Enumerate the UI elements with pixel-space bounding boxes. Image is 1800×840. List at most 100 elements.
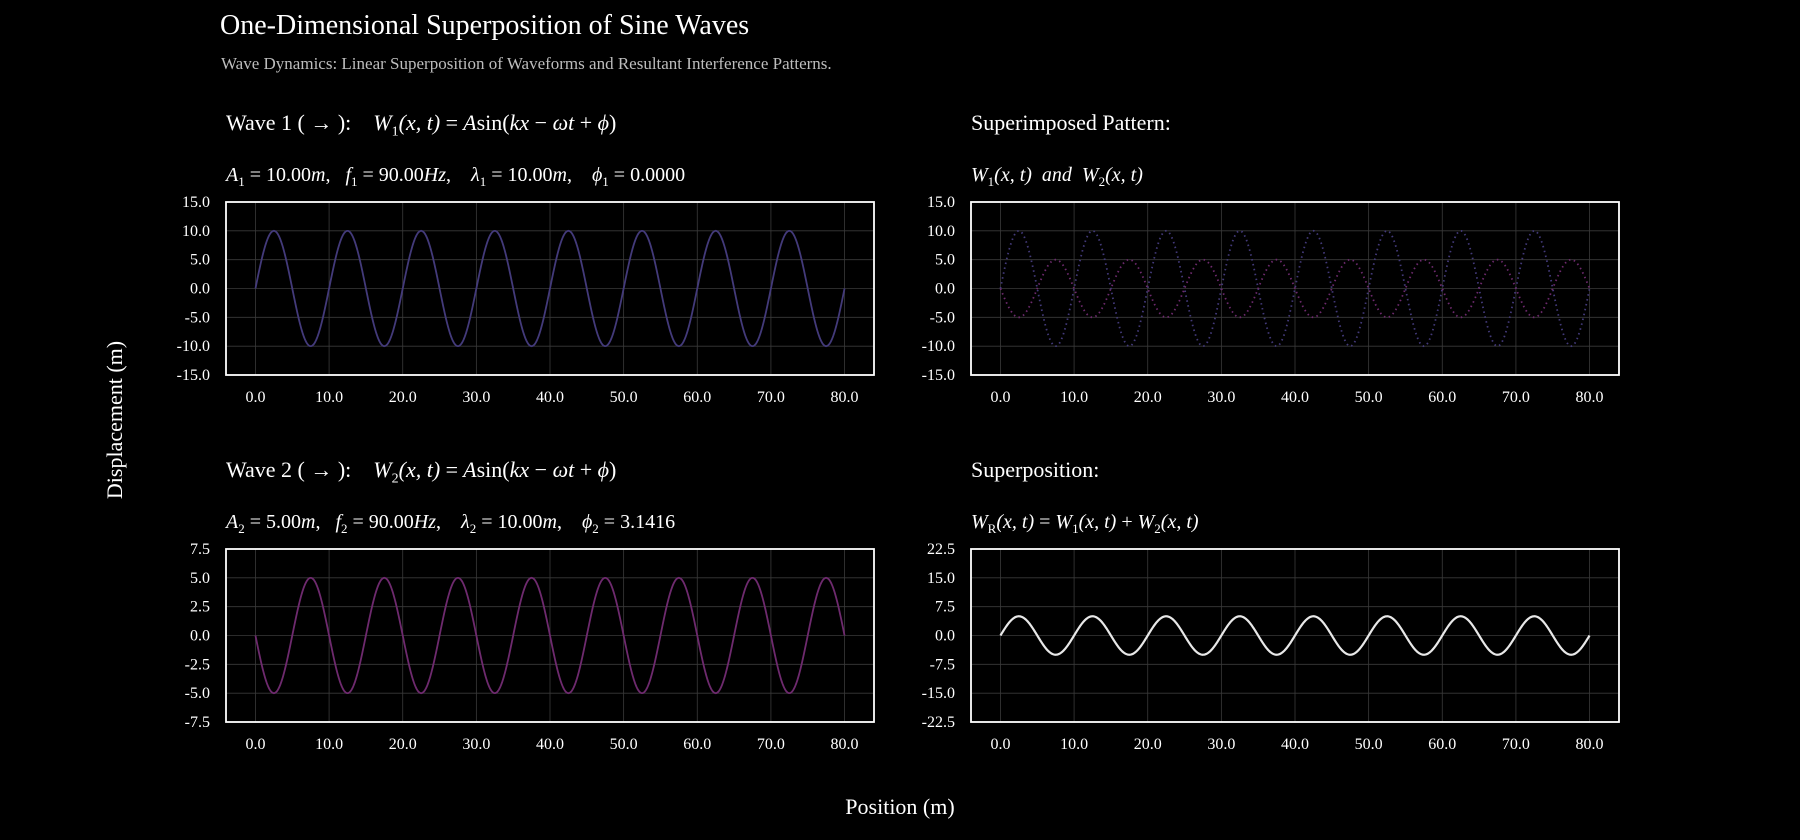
superposition-y-tick-label: 22.5 xyxy=(927,541,955,558)
wave2-wavelength-value: 10.00 xyxy=(497,511,543,533)
superposition-equation: WR(x, t) = W1(x, t) + W2(x, t) xyxy=(971,511,1199,536)
wave1-equation-line: Wave 1 ( → ): W1(x, t) = Asin(kx − ωt + … xyxy=(226,110,616,140)
superimposed-x-tick-label: 50.0 xyxy=(1355,389,1383,406)
superimposed-x-tick-label: 0.0 xyxy=(990,389,1010,406)
superimposed-x-tick-label: 30.0 xyxy=(1207,389,1235,406)
wave1-y-tick-label: 15.0 xyxy=(182,194,210,211)
figure-title: One-Dimensional Superposition of Sine Wa… xyxy=(220,10,750,41)
wave2-x-tick-label: 80.0 xyxy=(831,736,859,753)
wave2-amplitude-value: 5.00 xyxy=(266,511,301,533)
wave1-plot-frame xyxy=(225,201,875,376)
wave1-x-tick-label: 30.0 xyxy=(462,389,490,406)
wave1-phase-value: 0.0000 xyxy=(630,164,686,186)
superimposed-y-tick-label: 5.0 xyxy=(935,252,955,269)
superimposed-y-tick-label: -5.0 xyxy=(930,309,955,326)
wave2-x-tick-label: 60.0 xyxy=(683,736,711,753)
wave2-phase-value: 3.1416 xyxy=(620,511,676,533)
superimposed-y-tick-label: -15.0 xyxy=(922,367,955,384)
superposition-y-tick-label: 15.0 xyxy=(927,570,955,587)
wave2-y-tick-label: -7.5 xyxy=(185,714,210,731)
superimposed-y-tick-label: 0.0 xyxy=(935,281,955,298)
wave2-label: Wave 2 ( → ): xyxy=(226,457,352,482)
wave2-frequency-value: 90.00 xyxy=(368,511,414,533)
superposition-label: Superposition: xyxy=(971,457,1100,482)
wave1-x-tick-label: 70.0 xyxy=(757,389,785,406)
superimposed-equation: W1(x, t) and W2(x, t) xyxy=(971,164,1143,189)
wave1-y-tick-label: 5.0 xyxy=(190,252,210,269)
superposition-x-tick-label: 40.0 xyxy=(1281,736,1309,753)
superimposed-x-tick-label: 70.0 xyxy=(1502,389,1530,406)
superposition-x-tick-label: 10.0 xyxy=(1060,736,1088,753)
wave2-x-tick-label: 30.0 xyxy=(462,736,490,753)
wave1-y-tick-label: -15.0 xyxy=(177,367,210,384)
wave2-x-tick-label: 0.0 xyxy=(245,736,265,753)
wave2-x-tick-label: 50.0 xyxy=(610,736,638,753)
superposition-x-tick-label: 30.0 xyxy=(1207,736,1235,753)
superposition-x-tick-label: 0.0 xyxy=(990,736,1010,753)
wave2-y-tick-label: -5.0 xyxy=(185,685,210,702)
superimposed-y-tick-label: 15.0 xyxy=(927,194,955,211)
wave1-equation: W1(x, t) = Asin(kx − ωt + ϕ) xyxy=(373,110,617,140)
wave1-x-tick-label: 40.0 xyxy=(536,389,564,406)
wave1-x-tick-label: 60.0 xyxy=(683,389,711,406)
wave2-plot-frame xyxy=(225,548,875,723)
wave2-x-tick-label: 70.0 xyxy=(757,736,785,753)
superposition-chart: -22.5 -15.0 -7.5 0.0 7.5 15.0 22.5 0.0 10.0 20.0 3… xyxy=(922,541,1620,753)
wave1-frequency-value: 90.00 xyxy=(378,164,424,186)
figure-subtitle: Wave Dynamics: Linear Superposition of W… xyxy=(221,54,832,73)
superimposed-x-tick-label: 10.0 xyxy=(1060,389,1088,406)
superimposed-x-tick-label: 20.0 xyxy=(1134,389,1162,406)
wave1-x-tick-label: 0.0 xyxy=(245,389,265,406)
superimposed-x-tick-label: 60.0 xyxy=(1428,389,1456,406)
wave1-x-tick-label: 10.0 xyxy=(315,389,343,406)
wave1-wavelength-value: 10.00 xyxy=(507,164,553,186)
superposition-plot-frame xyxy=(970,548,1620,723)
superimposed-y-tick-label: 10.0 xyxy=(927,223,955,240)
wave2-x-tick-label: 20.0 xyxy=(389,736,417,753)
wave1-x-tick-label: 20.0 xyxy=(389,389,417,406)
wave2-y-tick-label: 0.0 xyxy=(190,628,210,645)
wave2-y-tick-label: 2.5 xyxy=(190,599,210,616)
superimposed-x-tick-label: 40.0 xyxy=(1281,389,1309,406)
superposition-x-tick-label: 80.0 xyxy=(1576,736,1604,753)
superposition-y-tick-label: -15.0 xyxy=(922,685,955,702)
wave1-y-tick-label: 0.0 xyxy=(190,281,210,298)
superimposed-series-2-line xyxy=(999,258,1591,319)
wave1-label: Wave 1 ( → ): xyxy=(226,110,352,135)
wave2-series-1-line xyxy=(254,576,846,695)
wave1-y-tick-label: 10.0 xyxy=(182,223,210,240)
superimposed-y-tick-label: -10.0 xyxy=(922,338,955,355)
wave1-y-tick-label: -5.0 xyxy=(185,309,210,326)
wave1-params: A1 = 10.00m, f1 = 90.00Hz, λ1 = 10.00m, … xyxy=(226,164,686,189)
wave1-y-tick-label: -10.0 xyxy=(177,338,210,355)
superposition-x-tick-label: 60.0 xyxy=(1428,736,1456,753)
wave2-x-tick-label: 40.0 xyxy=(536,736,564,753)
wave2-y-tick-label: -2.5 xyxy=(185,656,210,673)
wave2-x-tick-label: 10.0 xyxy=(315,736,343,753)
superposition-y-tick-label: -22.5 xyxy=(922,714,955,731)
wave2-params: A2 = 5.00m, f2 = 90.00Hz, λ2 = 10.00m, ϕ… xyxy=(226,511,676,536)
wave1-amplitude-value: 10.00 xyxy=(266,164,311,186)
superimposed-plot-frame xyxy=(970,201,1620,376)
superimposed-chart: -15.0 -10.0 -5.0 0.0 5.0 10.0 15.0 0.0 10.0 20.0 3… xyxy=(922,194,1620,406)
superimposed-x-tick-label: 80.0 xyxy=(1576,389,1604,406)
wave1-x-tick-label: 80.0 xyxy=(831,389,859,406)
superposition-x-tick-label: 20.0 xyxy=(1134,736,1162,753)
x-axis-label: Position (m) xyxy=(845,794,955,819)
superposition-y-tick-label: -7.5 xyxy=(930,656,955,673)
wave1-chart: -15.0 -10.0 -5.0 0.0 5.0 10.0 15.0 0.0 10.0 20.0 3… xyxy=(177,194,875,406)
superposition-x-tick-label: 70.0 xyxy=(1502,736,1530,753)
wave2-equation: W2(x, t) = Asin(kx − ωt + ϕ) xyxy=(373,457,617,487)
superposition-x-tick-label: 50.0 xyxy=(1355,736,1383,753)
superimposed-label: Superimposed Pattern: xyxy=(971,110,1171,135)
superposition-y-tick-label: 7.5 xyxy=(935,599,955,616)
wave2-chart: -7.5 -5.0 -2.5 0.0 2.5 5.0 7.5 0.0 10.0 20.0 30.0 4… xyxy=(185,541,875,753)
wave1-x-tick-label: 50.0 xyxy=(610,389,638,406)
wave2-equation-line: Wave 2 ( → ): W2(x, t) = Asin(kx − ωt + … xyxy=(226,457,616,487)
wave2-y-tick-label: 7.5 xyxy=(190,541,210,558)
superposition-y-tick-label: 0.0 xyxy=(935,628,955,645)
y-axis-label: Displacement (m) xyxy=(102,340,127,500)
superposition-series-1-line xyxy=(999,615,1591,656)
wave1-series-1-line xyxy=(254,229,846,348)
